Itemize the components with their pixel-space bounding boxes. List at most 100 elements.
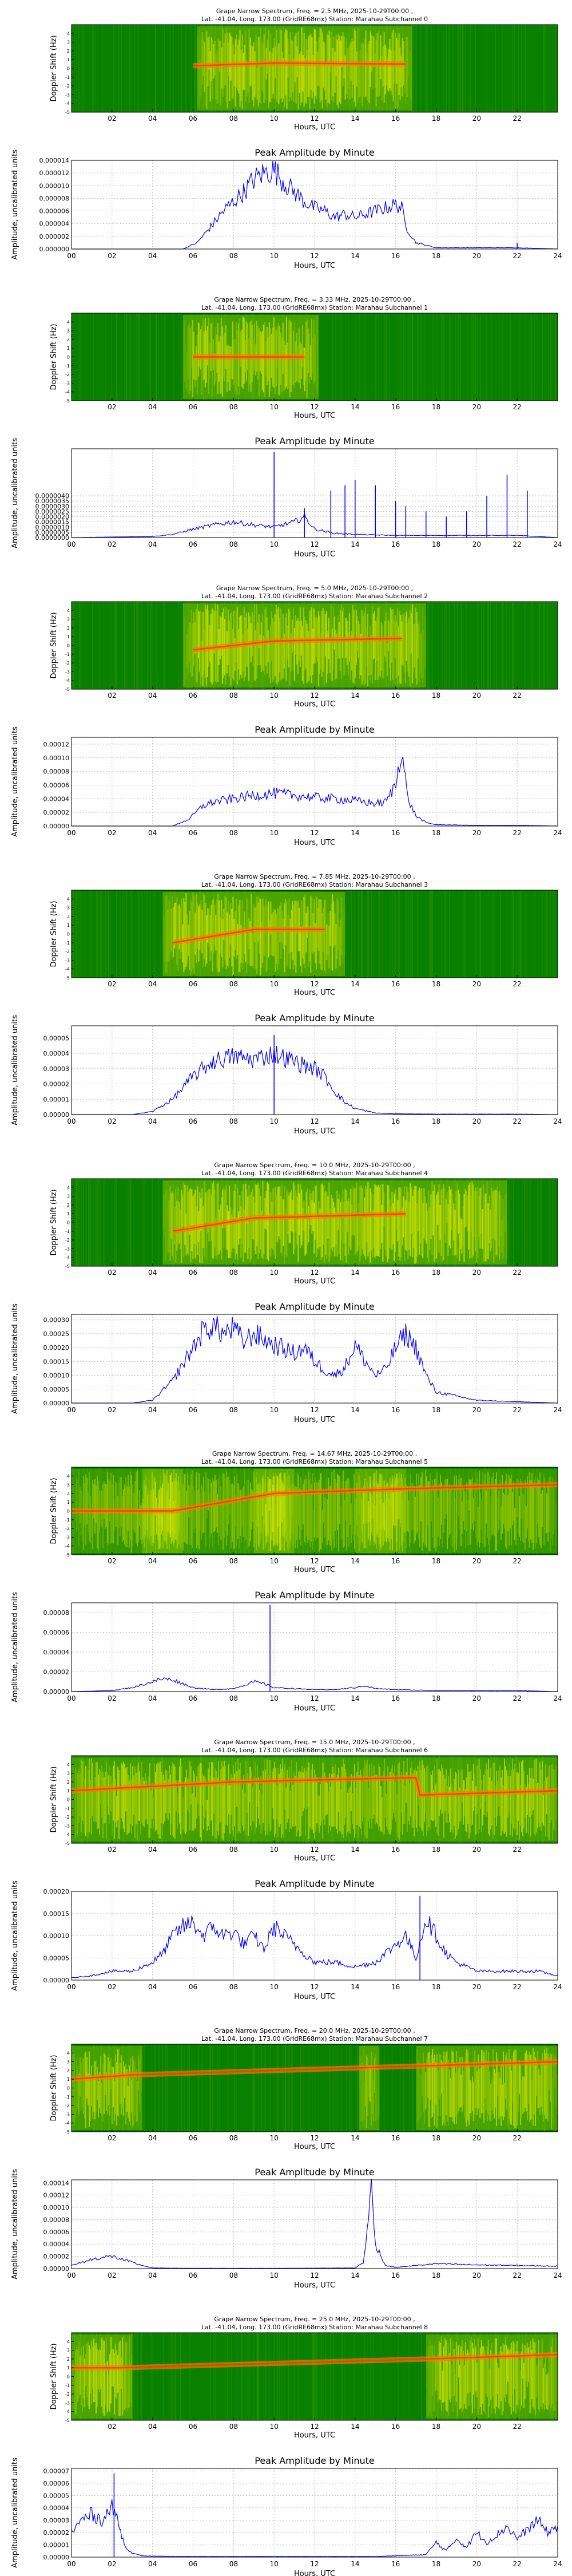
amplitude-y-tick: 0.000012 [39, 169, 70, 177]
amplitude-y-tick: 0.00015 [43, 1910, 70, 1918]
amplitude-x-tick: 22 [513, 829, 522, 837]
spectrum-x-tick: 12 [310, 2423, 319, 2431]
amplitude-y-tick: 0.00005 [43, 2492, 70, 2499]
spectrum-y-tick: 3 [67, 617, 70, 622]
spectrum-x-tick: 02 [108, 980, 116, 988]
amplitude-y-tick: 0.00000 [43, 2265, 70, 2273]
amplitude-x-tick: 02 [108, 1117, 116, 1125]
amplitude-title: Peak Amplitude by Minute [255, 147, 375, 158]
spectrum-x-tick: 04 [148, 2134, 157, 2142]
spectrum-subtitle: Lat. -41.04, Long. 173.00 (GridRE68mx) S… [201, 1458, 428, 1465]
spectrum-y-tick: 3 [67, 1483, 70, 1488]
amplitude-x-tick: 00 [67, 1406, 76, 1414]
amplitude-x-tick: 20 [472, 2560, 481, 2568]
amplitude-x-tick: 18 [432, 2560, 440, 2568]
spectrum-y-tick: 4 [67, 31, 70, 36]
amplitude-x-tick: 12 [310, 1406, 319, 1414]
amplitude-panel-7: Peak Amplitude by Minute 00 02 04 06 08 10 12 14… [11, 2167, 562, 2290]
amplitude-y-tick: 0.00000 [43, 2554, 70, 2561]
spectrum-y-tick: 4 [67, 1762, 70, 1767]
spectrum-x-tick: 02 [108, 2423, 116, 2431]
spectrum-background [72, 2044, 558, 2132]
spectrum-x-tick: 22 [513, 1846, 522, 1854]
spectrum-y-label: Doppler Shift (Hz) [50, 2055, 58, 2121]
amplitude-x-tick: 16 [391, 540, 400, 548]
doppler-trace-core [72, 2354, 558, 2369]
amplitude-title: Peak Amplitude by Minute [255, 1878, 375, 1889]
spectrum-x-tick: 14 [351, 2134, 359, 2142]
spectrum-x-tick: 16 [391, 403, 400, 411]
amplitude-x-tick: 20 [472, 1117, 481, 1125]
spectrum-x-tick: 16 [391, 1269, 400, 1277]
amplitude-series-line [72, 512, 558, 538]
amplitude-x-tick: 02 [108, 2560, 116, 2568]
amplitude-y-tick: 0.00008 [43, 1609, 70, 1617]
spectrum-subtitle: Lat. -41.04, Long. 173.00 (GridRE68mx) S… [201, 15, 428, 23]
amplitude-x-tick: 08 [229, 829, 238, 837]
spectrum-y-label: Doppler Shift (Hz) [50, 1190, 58, 1256]
amplitude-frame [71, 1025, 558, 1115]
spectrum-y-label: Doppler Shift (Hz) [50, 1767, 58, 1833]
spectrum-x-tick: 14 [351, 403, 359, 411]
amplitude-y-tick: 0.000000 [39, 246, 70, 253]
spectrum-x-tick: 12 [310, 2134, 319, 2142]
amplitude-x-tick: 14 [351, 1406, 359, 1414]
spectrum-y-tick: -2 [65, 1815, 70, 1820]
amplitude-x-tick: 04 [148, 2271, 157, 2279]
amplitude-y-tick: 0.00004 [43, 2504, 70, 2512]
amplitude-x-label: Hours, UTC [294, 1993, 335, 2001]
amplitude-y-tick: 0.00010 [43, 1933, 70, 1940]
amplitude-y-tick: 0.00025 [43, 1330, 70, 1338]
amplitude-x-tick: 10 [270, 829, 279, 837]
spectrum-x-tick: 16 [391, 2134, 400, 2142]
spectrum-x-tick: 16 [391, 692, 400, 700]
amplitude-series-line [71, 2499, 558, 2557]
amplitude-y-tick: 0.00015 [43, 1358, 70, 1365]
spectrum-y-tick: 2 [67, 1491, 70, 1496]
amplitude-x-tick: 22 [513, 1694, 522, 1702]
amplitude-y-tick: 0.0000015 [35, 519, 70, 526]
spectrum-x-tick: 04 [148, 1846, 157, 1854]
amplitude-y-label: Amplitude, uncalibrated units [11, 1015, 19, 1125]
spectrum-x-tick: 08 [229, 403, 238, 411]
spectrum-y-label: Doppler Shift (Hz) [50, 613, 58, 679]
amplitude-x-tick: 12 [310, 1694, 319, 1702]
spectrum-x-tick: 08 [229, 980, 238, 988]
amplitude-x-tick: 24 [553, 2560, 562, 2568]
amplitude-x-tick: 08 [229, 2271, 238, 2279]
amplitude-x-tick: 10 [270, 1983, 279, 1991]
spectrum-y-tick: -5 [65, 2129, 70, 2135]
amplitude-title: Peak Amplitude by Minute [255, 436, 375, 447]
spectrum-y-tick: 1 [67, 2077, 70, 2082]
spectrum-background [72, 1756, 558, 1843]
spectrum-y-tick: -2 [65, 84, 70, 89]
amplitude-x-tick: 16 [391, 2560, 400, 2568]
spectrum-y-tick: -5 [65, 687, 70, 692]
spectrum-x-tick: 04 [148, 980, 157, 988]
spectrum-x-tick: 12 [310, 692, 319, 700]
amplitude-x-tick: 06 [189, 252, 197, 260]
amplitude-x-tick: 20 [472, 1983, 481, 1991]
spectrum-x-tick: 04 [148, 692, 157, 700]
amplitude-y-tick: 0.00004 [43, 795, 70, 803]
spectrum-panel-6: Grape Narrow Spectrum, Freq. = 15.0 MHz,… [50, 1739, 558, 1863]
spectrum-y-tick: -2 [65, 1238, 70, 1243]
spectrum-noise [72, 2044, 554, 2132]
spectrum-x-label: Hours, UTC [294, 2143, 335, 2151]
amplitude-series-line [71, 2179, 558, 2269]
spectrum-x-tick: 04 [148, 114, 157, 123]
amplitude-y-label: Amplitude, uncalibrated units [11, 1592, 19, 1702]
amplitude-frame [71, 2468, 558, 2558]
spectrum-title: Grape Narrow Spectrum, Freq. = 3.33 MHz,… [214, 296, 415, 303]
amplitude-x-tick: 00 [67, 1694, 76, 1702]
spectrum-activity-0 [162, 892, 346, 976]
spectrum-y-tick: 1 [67, 346, 70, 351]
amplitude-y-tick: 0.0000010 [35, 524, 70, 531]
spectrum-x-tick: 20 [472, 1846, 481, 1854]
spectrum-y-tick: 0 [67, 2086, 70, 2091]
amplitude-x-tick: 24 [553, 1406, 562, 1414]
spectrum-y-tick: -2 [65, 2103, 70, 2108]
amplitude-x-tick: 22 [513, 2271, 522, 2279]
spectrum-y-tick: -4 [65, 1832, 70, 1838]
amplitude-frame [71, 737, 558, 827]
